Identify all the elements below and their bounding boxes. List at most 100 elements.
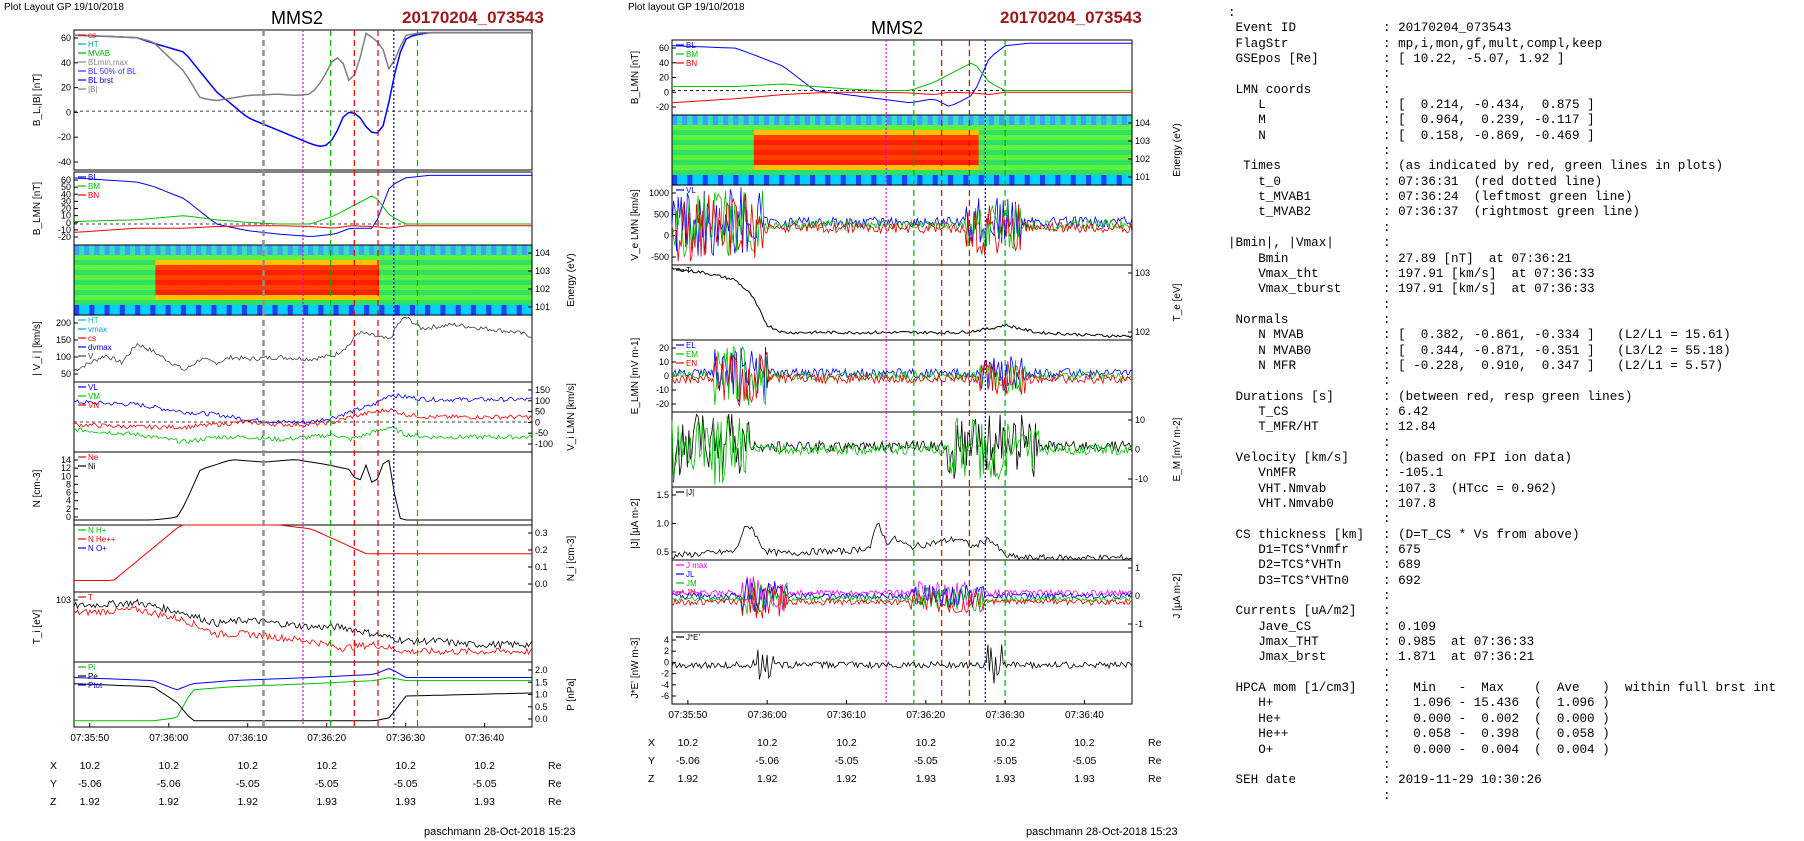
- spectrogram-cell: [861, 130, 867, 136]
- spectrogram-cell: [460, 275, 467, 281]
- spectrogram-cell: [881, 160, 888, 166]
- spectrogram-cell: [231, 255, 238, 261]
- spectrogram-cell: [1019, 175, 1026, 181]
- spectrogram-cell: [318, 250, 324, 256]
- spectrogram-cell: [978, 160, 985, 166]
- spectrogram-cell: [221, 270, 228, 276]
- spectrogram-cell: [942, 165, 949, 171]
- spectrogram-cell: [845, 170, 852, 176]
- spectrogram-cell: [973, 130, 980, 136]
- y-tick-label: 40: [659, 58, 669, 68]
- spectrogram-cell: [89, 310, 95, 316]
- spectrogram-cell: [973, 170, 980, 176]
- spectrogram-cell: [1029, 150, 1036, 156]
- spectrogram-cell: [861, 120, 867, 126]
- spectrogram-cell: [1004, 145, 1010, 151]
- spectrogram-cell: [784, 135, 791, 141]
- info-value: [ 0.964, 0.239, -0.117 ]: [1398, 113, 1595, 128]
- spectrogram-cell: [333, 305, 340, 311]
- info-key: VHT.Nmvab0: [1228, 497, 1334, 511]
- spectrogram-cell: [94, 255, 101, 261]
- spectrogram-cell: [825, 145, 831, 151]
- spectrogram-cell: [672, 145, 678, 151]
- spectrogram-cell: [876, 125, 883, 131]
- info-key: T_MFR/HT: [1228, 420, 1319, 435]
- spectrogram-cell: [257, 305, 263, 311]
- spectrogram-cell: [1096, 150, 1102, 156]
- spectrogram-cell: [978, 180, 985, 186]
- position-unit: Re: [548, 760, 562, 772]
- spectrogram-cell: [420, 275, 426, 281]
- spectrogram-cell: [1111, 145, 1118, 151]
- spectrogram-cell: [89, 260, 95, 266]
- spectrogram-cell: [425, 300, 431, 306]
- spectrogram-cell: [420, 250, 426, 256]
- spectrogram-cell: [476, 310, 482, 316]
- spectrogram-cell: [968, 140, 975, 146]
- spectrogram-cell: [953, 170, 959, 176]
- noise-panel: [671, 345, 1133, 407]
- spectrogram-cell: [104, 295, 111, 301]
- spectrogram-cell: [1091, 160, 1097, 166]
- spectrogram-cell: [953, 155, 959, 161]
- spectrogram-cell: [267, 295, 274, 301]
- spectrogram-cell: [1091, 155, 1097, 161]
- spectrogram-cell: [1004, 135, 1010, 141]
- spectrogram-cell: [1060, 175, 1067, 181]
- spectrogram-cell: [84, 250, 90, 256]
- x-tick-label: 07:36:10: [827, 710, 866, 721]
- spectrogram-cell: [1070, 165, 1077, 171]
- spectrogram-cell: [440, 250, 447, 256]
- spectrogram-cell: [1086, 130, 1092, 136]
- spectrogram-cell: [501, 265, 508, 271]
- y-tick-label: -500: [651, 252, 669, 262]
- spectrogram-cell: [748, 145, 755, 151]
- spectrogram-cell: [140, 260, 146, 266]
- spectrogram-cell: [922, 170, 929, 176]
- spectrogram-cell: [511, 300, 518, 306]
- spectrogram-cell: [753, 175, 760, 181]
- legend-label: BL: [88, 173, 98, 182]
- spectrogram-cell: [1111, 180, 1118, 186]
- spectrogram-cell: [687, 125, 693, 131]
- spectrogram-cell: [743, 165, 750, 171]
- spectrogram-cell: [881, 120, 888, 126]
- spectrogram-cell: [455, 295, 462, 301]
- spectrogram-cell: [343, 300, 350, 306]
- spectrogram-cell: [758, 130, 765, 136]
- spectrogram-cell: [501, 275, 508, 281]
- spectrogram-cell: [733, 155, 739, 161]
- spectrogram-cell: [526, 295, 533, 301]
- spectrogram-cell: [861, 175, 867, 181]
- series-line-v: [73, 316, 533, 372]
- spectrogram-cell: [825, 125, 831, 131]
- spectrogram-cell: [272, 280, 279, 286]
- info-value: 1.871 at 07:36:21: [1398, 650, 1535, 665]
- spectrogram-cell: [937, 115, 944, 121]
- spectrogram-cell: [501, 300, 508, 306]
- spectrogram-cell: [369, 285, 375, 291]
- spectrogram-cell: [445, 275, 452, 281]
- spectrogram-cell: [445, 250, 452, 256]
- spectrogram-cell: [764, 150, 770, 156]
- spectrogram-cell: [262, 310, 268, 316]
- spectrogram-cell: [287, 260, 294, 266]
- spectrogram-cell: [815, 160, 821, 166]
- spectrogram-cell: [697, 165, 704, 171]
- spectrogram-cell: [1024, 155, 1031, 161]
- y-axis-label: J*E' [nW m-3]: [630, 637, 641, 698]
- spectrogram-cell: [948, 165, 954, 171]
- spectrogram-cell: [206, 250, 212, 256]
- spectrogram-cell: [338, 250, 345, 256]
- spectrogram-cell: [907, 160, 913, 166]
- spectrogram-cell: [211, 245, 218, 251]
- spectrogram-cell: [374, 275, 380, 281]
- spectrogram-cell: [1004, 155, 1010, 161]
- spectrogram-cell: [323, 260, 330, 266]
- legend-label: Pi: [88, 663, 95, 672]
- info-separator: :: [1383, 573, 1399, 588]
- spectrogram-cell: [988, 150, 995, 156]
- spectrogram-cell: [830, 175, 837, 181]
- spectrogram-cell: [779, 170, 785, 176]
- spectrogram-cell: [124, 265, 131, 271]
